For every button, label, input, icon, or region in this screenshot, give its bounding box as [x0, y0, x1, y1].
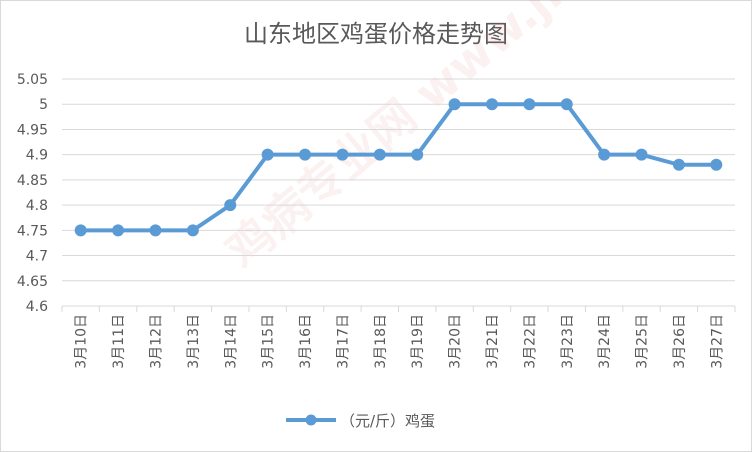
- data-point: [74, 224, 87, 237]
- data-point: [560, 98, 573, 111]
- y-tick-label: 5.05: [17, 72, 48, 88]
- x-tick-label: 3月10日: [74, 314, 90, 369]
- data-point: [485, 98, 498, 111]
- data-point: [411, 148, 424, 161]
- x-tick-label: 3月22日: [522, 314, 538, 369]
- x-tick-label: 3月17日: [335, 314, 351, 369]
- data-point: [448, 98, 461, 111]
- x-tick-label: 3月26日: [672, 314, 688, 369]
- series-line: [80, 102, 717, 233]
- x-tick-label: 3月13日: [186, 314, 202, 369]
- x-tick-label: 3月11日: [111, 314, 127, 369]
- y-tick-label: 4.95: [17, 122, 48, 138]
- x-tick-label: 3月18日: [373, 314, 389, 369]
- y-tick-label: 4.75: [17, 223, 48, 239]
- legend-marker: [305, 414, 317, 426]
- data-point: [299, 148, 312, 161]
- x-tick-label: 3月23日: [560, 314, 576, 369]
- y-tick-label: 4.7: [26, 249, 48, 265]
- x-tick-label: 3月27日: [709, 314, 725, 369]
- data-point: [224, 199, 237, 212]
- y-tick-label: 4.65: [17, 274, 48, 290]
- data-point: [598, 148, 611, 161]
- data-point: [672, 158, 685, 171]
- data-point: [523, 98, 536, 111]
- legend-label: （元/斤）鸡蛋: [340, 412, 435, 430]
- data-point: [710, 158, 723, 171]
- chart-title: 山东地区鸡蛋价格走势图: [244, 20, 508, 48]
- x-tick-label: 3月20日: [448, 314, 464, 369]
- y-tick-label: 4.6: [26, 299, 48, 315]
- data-point: [373, 148, 386, 161]
- y-tick-label: 4.9: [26, 148, 48, 164]
- x-tick-label: 3月12日: [148, 314, 164, 369]
- x-tick-label: 3月16日: [298, 314, 314, 369]
- data-point: [336, 148, 349, 161]
- x-tick-label: 3月15日: [261, 314, 277, 369]
- y-tick-label: 5: [39, 97, 48, 113]
- data-point: [186, 224, 199, 237]
- data-point: [261, 148, 274, 161]
- data-point: [635, 148, 648, 161]
- y-tick-label: 4.85: [17, 173, 48, 189]
- x-tick-label: 3月21日: [485, 314, 501, 369]
- data-point: [112, 224, 125, 237]
- y-tick-label: 4.8: [26, 198, 48, 214]
- x-tick-label: 3月25日: [635, 314, 651, 369]
- data-point: [149, 224, 162, 237]
- x-tick-label: 3月19日: [410, 314, 426, 369]
- x-tick-label: 3月14日: [223, 314, 239, 369]
- x-tick-label: 3月24日: [597, 314, 613, 369]
